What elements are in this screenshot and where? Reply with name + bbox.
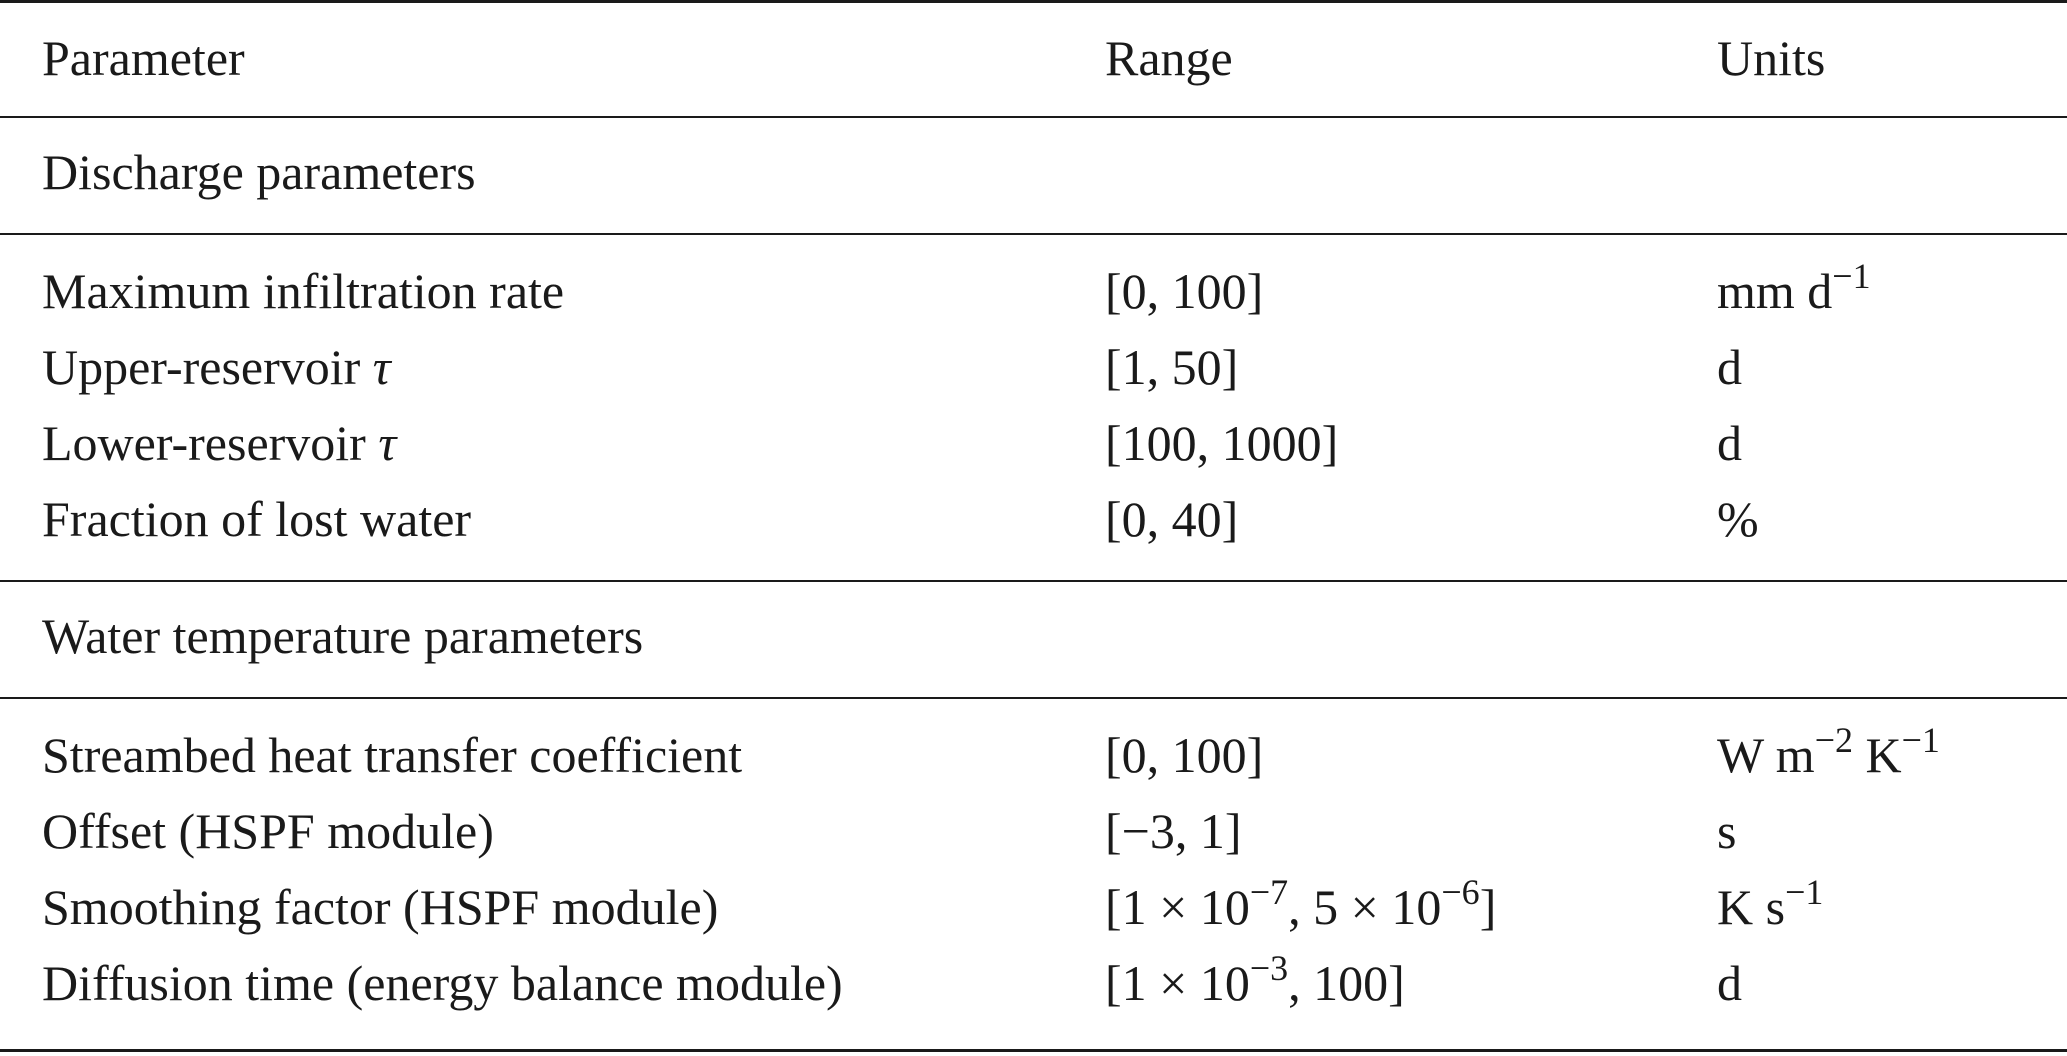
section-rule [0, 580, 2067, 582]
param-cell: Smoothing factor (HSPF module) [42, 879, 719, 935]
table-row: Diffusion time (energy balance module) [… [0, 945, 2067, 1021]
units-cell: K s−1 [1717, 872, 1824, 935]
table-row: Maximum infiltration rate [0, 100] mm d−… [0, 253, 2067, 329]
table-header-row: Parameter Range Units [0, 20, 2067, 96]
range-cell: [0, 40] [1105, 491, 1239, 547]
header-parameter: Parameter [42, 30, 245, 86]
param-cell: Diffusion time (energy balance module) [42, 955, 843, 1011]
param-cell: Upper-reservoir τ [42, 339, 391, 395]
table-row: Streambed heat transfer coefficient [0, … [0, 717, 2067, 793]
range-cell: [−3, 1] [1105, 803, 1242, 859]
param-cell: Maximum infiltration rate [42, 263, 565, 319]
header-units: Units [1717, 30, 1826, 86]
table-row: Smoothing factor (HSPF module) [1 × 10−7… [0, 869, 2067, 945]
range-cell: [1, 50] [1105, 339, 1239, 395]
units-cell: s [1717, 803, 1737, 859]
table-row: Lower-reservoir τ [100, 1000] d [0, 405, 2067, 481]
section-title-row: Discharge parameters [0, 134, 2067, 210]
units-cell: d [1717, 955, 1742, 1011]
header-range: Range [1105, 30, 1233, 86]
range-cell: [0, 100] [1105, 263, 1264, 319]
table-row: Upper-reservoir τ [1, 50] d [0, 329, 2067, 405]
table-row: Offset (HSPF module) [−3, 1] s [0, 793, 2067, 869]
units-cell: d [1717, 339, 1742, 395]
range-cell: [1 × 10−7, 5 × 10−6] [1105, 872, 1497, 935]
table-bottom-rule [0, 1049, 2067, 1052]
param-cell: Streambed heat transfer coefficient [42, 727, 743, 783]
param-cell: Offset (HSPF module) [42, 803, 494, 859]
section-title-discharge: Discharge parameters [42, 144, 476, 200]
section-title-row: Water temperature parameters [0, 598, 2067, 674]
range-cell: [1 × 10−3, 100] [1105, 948, 1405, 1011]
section-rule [0, 697, 2067, 699]
units-cell: d [1717, 415, 1742, 471]
table-top-rule [0, 0, 2067, 3]
param-cell: Fraction of lost water [42, 491, 472, 547]
section-title-water-temperature: Water temperature parameters [42, 608, 644, 664]
table-row: Fraction of lost water [0, 40] % [0, 481, 2067, 557]
units-cell: % [1717, 491, 1759, 547]
section-rule [0, 233, 2067, 235]
header-rule [0, 116, 2067, 118]
param-cell: Lower-reservoir τ [42, 415, 397, 471]
range-cell: [0, 100] [1105, 727, 1264, 783]
range-cell: [100, 1000] [1105, 415, 1339, 471]
units-cell: W m−2 K−1 [1717, 720, 1940, 783]
units-cell: mm d−1 [1717, 256, 1871, 319]
